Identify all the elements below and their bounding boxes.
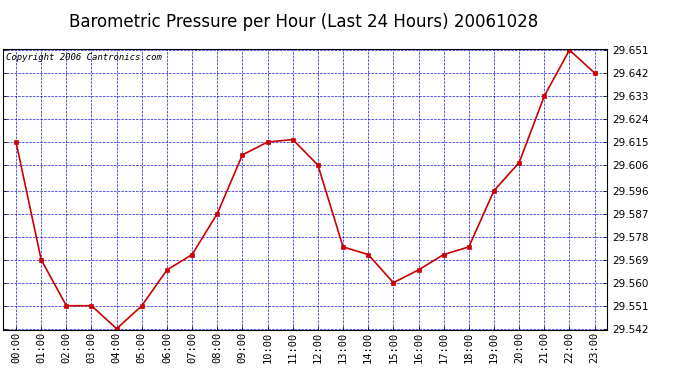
Text: Copyright 2006 Cantronics.com: Copyright 2006 Cantronics.com <box>6 53 162 62</box>
Text: Barometric Pressure per Hour (Last 24 Hours) 20061028: Barometric Pressure per Hour (Last 24 Ho… <box>69 13 538 31</box>
